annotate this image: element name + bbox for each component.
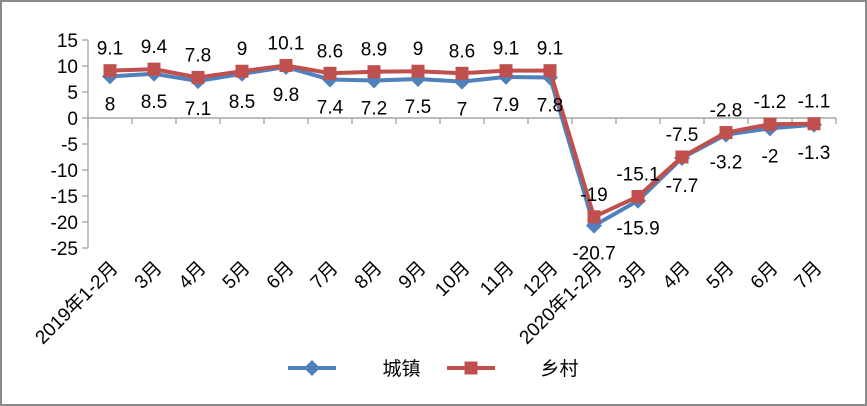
data-label: 7.1 <box>185 99 211 120</box>
y-tick-label: 0 <box>67 109 78 130</box>
series-marker-square <box>763 117 777 131</box>
x-category-label: 5月 <box>219 258 255 294</box>
data-label: 9.1 <box>97 39 123 60</box>
series-marker-square <box>455 66 469 80</box>
data-label: -3.2 <box>710 153 743 174</box>
legend-label-rural: 乡村 <box>540 359 579 380</box>
series-marker-square <box>499 64 513 78</box>
x-category-label: 8月 <box>351 258 387 294</box>
data-label: -2 <box>762 146 779 167</box>
data-label: 9.8 <box>273 85 299 106</box>
data-label: -2.8 <box>710 101 743 122</box>
legend-swatch-rural-square-icon <box>446 361 495 374</box>
data-label: 8 <box>105 94 116 115</box>
data-label: -20.7 <box>572 244 615 265</box>
x-category-label: 11月 <box>476 258 518 300</box>
series-marker-square <box>103 64 117 78</box>
legend-label-urban: 城镇 <box>382 359 421 380</box>
x-category-label: 3月 <box>615 258 651 294</box>
series-0 <box>102 59 822 234</box>
x-category-label: 7月 <box>791 258 827 294</box>
y-tick-label: 10 <box>57 57 78 78</box>
series-line <box>109 65 815 228</box>
y-tick-label: -15 <box>51 187 78 208</box>
series-marker-square <box>543 64 557 78</box>
data-label: 9.1 <box>493 39 519 60</box>
data-label: 7.9 <box>493 95 519 116</box>
data-label: 8.6 <box>317 41 343 62</box>
series-marker-square <box>147 62 161 76</box>
data-label: 9.4 <box>141 37 168 58</box>
data-label: -19 <box>580 185 607 206</box>
data-label: 7.8 <box>185 45 211 66</box>
data-label: 8.5 <box>141 92 167 113</box>
series-marker-square <box>587 210 601 224</box>
x-category-label: 4月 <box>175 258 211 294</box>
data-label: -15.1 <box>616 165 659 186</box>
data-label: 7 <box>457 100 468 121</box>
series-1 <box>103 58 821 224</box>
legend-swatch-urban-diamond-icon <box>288 359 337 376</box>
y-tick-label: -25 <box>51 239 78 260</box>
x-category-label: 7月 <box>307 258 343 294</box>
data-label: -7.5 <box>666 125 699 146</box>
x-category-label: 4月 <box>659 258 695 294</box>
data-label: 7.4 <box>317 98 344 119</box>
data-label: 8.5 <box>229 92 255 113</box>
data-label: 8.6 <box>449 41 475 62</box>
data-label: 7.8 <box>537 95 563 116</box>
series-marker-square <box>367 65 381 79</box>
x-category-label: 10月 <box>431 258 474 301</box>
data-label: -15.9 <box>616 219 659 240</box>
series-marker-square <box>411 64 425 78</box>
x-category-label: 3月 <box>131 258 167 294</box>
series-marker-square <box>807 117 821 131</box>
series-marker-square <box>631 190 645 204</box>
legend-item-rural: 乡村 <box>446 354 579 381</box>
series-marker-square <box>719 126 733 140</box>
y-tick-label: -5 <box>61 135 78 156</box>
x-category-label: 9月 <box>395 258 431 294</box>
chart-legend: 城镇 乡村 <box>2 354 865 381</box>
y-tick-label: -10 <box>51 161 78 182</box>
data-label: 7.2 <box>361 99 387 120</box>
series-marker-square <box>675 150 689 164</box>
data-label: 7.5 <box>405 97 431 118</box>
x-category-label: 6月 <box>263 258 299 294</box>
data-label: -1.3 <box>798 143 831 164</box>
series-marker-square <box>235 64 249 78</box>
y-tick-label: 5 <box>67 83 78 104</box>
data-label: 8.9 <box>361 40 387 61</box>
data-label: 9.1 <box>537 39 563 60</box>
x-category-label: 6月 <box>747 258 783 294</box>
series-marker-square <box>323 66 337 80</box>
data-label: -7.7 <box>666 176 699 197</box>
data-label: -1.1 <box>798 92 831 113</box>
y-tick-label: 15 <box>57 31 78 52</box>
x-category-label: 2019年1-2月 <box>31 257 123 349</box>
x-category-label: 5月 <box>703 258 739 294</box>
data-label: 9 <box>237 39 248 60</box>
series-marker-square <box>191 70 205 84</box>
y-tick-label: -20 <box>51 213 78 234</box>
data-label: 9 <box>413 39 424 60</box>
legend-item-urban: 城镇 <box>288 354 421 381</box>
data-label: 10.1 <box>268 33 305 54</box>
series-marker-square <box>279 58 293 72</box>
data-label: -1.2 <box>754 92 787 113</box>
